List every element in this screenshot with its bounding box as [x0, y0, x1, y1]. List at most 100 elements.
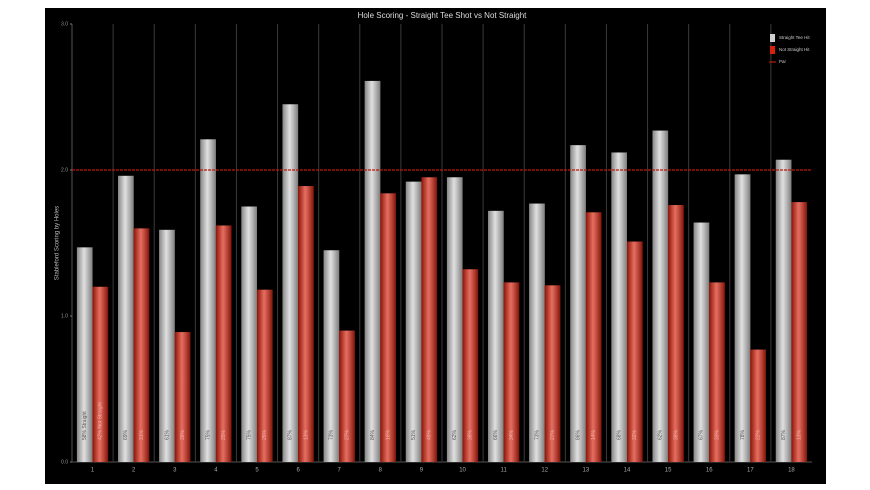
bar-label: 69% — [123, 429, 129, 440]
bar-label: 68% — [617, 429, 623, 440]
bar-label: 61% — [164, 429, 170, 440]
bar-shine — [405, 181, 422, 462]
bar-shine — [421, 177, 438, 463]
x-tick-label: 17 — [747, 468, 754, 474]
bar-shine — [544, 285, 561, 462]
bar-label: 86% — [575, 429, 581, 440]
x-tick-label: 2 — [132, 468, 136, 474]
y-axis-label: Stableford Scoring by Holes — [55, 206, 61, 280]
bar-label: 51% — [411, 429, 417, 440]
x-tick-label: 13 — [583, 468, 590, 474]
bar-shine — [200, 139, 216, 462]
bar-shine — [791, 202, 808, 462]
bar-shine — [92, 286, 109, 462]
y-tick-label: 0.0 — [61, 459, 68, 465]
legend-label: Straight Tee Hit — [779, 35, 810, 40]
bar-label: 32% — [632, 429, 638, 440]
legend-label: Not Straight Hit — [779, 47, 810, 52]
bar-shine — [503, 282, 520, 462]
bar-label: 38% — [468, 429, 474, 440]
x-tick-label: 11 — [501, 468, 508, 474]
bar-shine — [446, 177, 463, 463]
bar-label: 66% — [493, 429, 499, 440]
bar-shine — [462, 269, 479, 462]
bar-shine — [693, 222, 710, 462]
bar-shine — [159, 229, 175, 462]
bar-shine — [488, 210, 504, 462]
bar-shine — [611, 152, 627, 463]
bar-label: 73% — [534, 429, 540, 440]
bar-label: 16% — [385, 429, 391, 440]
x-tick-label: 8 — [379, 468, 383, 474]
bar-shine — [364, 80, 381, 462]
bar-label: 27% — [344, 429, 350, 440]
bar-label: 13% — [303, 429, 309, 440]
bar-label: 87% — [781, 429, 787, 440]
bar-label: 39% — [180, 429, 186, 440]
bar-label: 62% — [658, 429, 664, 440]
y-tick-label: 1.0 — [61, 313, 68, 319]
bar-shine — [339, 330, 355, 462]
x-tick-label: 4 — [214, 468, 218, 474]
bar-shine — [76, 247, 93, 462]
bar-shine — [585, 212, 602, 462]
bar-shine — [775, 159, 792, 462]
bar-shine — [380, 193, 396, 463]
bar-label: 27% — [550, 429, 556, 440]
bar-label: 75% — [247, 429, 253, 440]
x-tick-label: 15 — [665, 468, 672, 474]
bar-shine — [627, 241, 643, 462]
bar-shine — [298, 186, 314, 462]
bar-label: 33% — [714, 429, 720, 440]
bar-shine — [118, 175, 134, 462]
bar-shine — [570, 145, 586, 462]
bar-label: 67% — [699, 429, 705, 440]
x-tick-label: 14 — [624, 468, 631, 474]
bar-shine — [215, 225, 232, 462]
legend-label: Par — [779, 59, 787, 64]
bar-shine — [282, 104, 299, 463]
y-tick-label: 3.0 — [61, 21, 68, 27]
bar-shine — [529, 203, 545, 462]
legend-swatch — [770, 46, 775, 54]
x-tick-label: 10 — [459, 468, 466, 474]
bar-label: 58% Straight — [82, 411, 88, 440]
x-tick-label: 5 — [255, 468, 259, 474]
bar-label: 31% — [139, 429, 145, 440]
bar-shine — [750, 349, 766, 462]
bar-shine — [734, 174, 751, 462]
bar-label: 13% — [797, 429, 803, 440]
bar-shine — [174, 332, 191, 462]
x-tick-label: 18 — [788, 468, 795, 474]
bar-label: 25% — [262, 429, 268, 440]
x-tick-label: 6 — [296, 468, 300, 474]
bar-shine — [652, 130, 669, 462]
bar-shine — [709, 282, 725, 462]
y-tick-label: 2.0 — [61, 167, 68, 173]
bar-shine — [241, 206, 257, 462]
legend-swatch — [770, 34, 775, 42]
bar-label: 73% — [329, 429, 335, 440]
bar-label: 87% — [288, 429, 294, 440]
bar-shine — [668, 205, 684, 463]
bar-label: 75% — [205, 429, 211, 440]
bar-label: 14% — [591, 429, 597, 440]
bar-label: 34% — [509, 429, 515, 440]
bar-shine — [133, 228, 150, 462]
bar-label: 38% — [673, 429, 679, 440]
bar-shine — [257, 289, 273, 462]
x-tick-label: 1 — [91, 468, 95, 474]
x-tick-label: 3 — [173, 468, 177, 474]
bar-label: 22% — [755, 429, 761, 440]
chart-title: Hole Scoring - Straight Tee Shot vs Not … — [358, 11, 528, 20]
bar-shine — [323, 250, 340, 462]
bar-label: 62% — [452, 429, 458, 440]
x-tick-label: 12 — [541, 468, 548, 474]
bar-label: 84% — [370, 429, 376, 440]
x-tick-label: 9 — [420, 468, 424, 474]
bar-label: 78% — [740, 429, 746, 440]
bar-label: 42% Not Straight — [98, 402, 104, 440]
bar-label: 25% — [221, 429, 227, 440]
